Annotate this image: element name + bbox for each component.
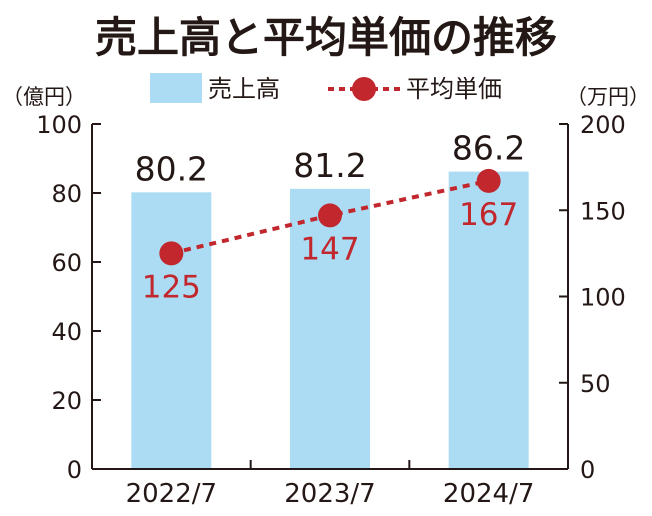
line-value-label: 147 [300,231,359,267]
right-tick-label: 0 [580,456,595,484]
left-tick-label: 20 [51,387,82,415]
bar-value-label: 80.2 [135,149,208,188]
x-tick-label: 2022/7 [126,479,217,509]
left-tick-label: 100 [36,111,82,139]
line-series-avg-price [170,178,490,256]
legend-line-marker [352,77,376,101]
line-value-label: 125 [142,269,201,305]
bar-2023/7 [290,188,370,470]
chart-title: 売上高と平均単価の推移 [95,13,557,62]
left-tick-label: 40 [51,318,82,346]
right-tick-label: 200 [580,111,626,139]
x-tick-label: 2023/7 [284,479,375,509]
line-point-2022/7 [159,241,184,266]
plot-area: 0 20 40 60 80 100 0 50 100 150 200 2022/7 2023/7 2024… [36,111,626,509]
bar-value-label: 81.2 [293,146,366,185]
bar-value-label: 86.2 [452,129,525,168]
line-point-2024/7 [476,168,501,193]
bar-2024/7 [448,171,529,470]
bar-2022/7 [131,192,212,469]
right-tick-label: 100 [580,284,626,312]
legend-line-label: 平均単価 [406,75,502,103]
legend-bar-swatch [150,73,202,103]
left-tick-label: 0 [67,456,82,484]
right-axis-unit: （万円） [566,85,650,109]
left-tick-label: 60 [51,249,82,277]
legend-bar-label: 売上高 [208,75,280,103]
left-axis-unit: （億円） [2,85,86,109]
line-value-label: 167 [459,197,518,233]
legend: 売上高 平均単価 [150,73,502,103]
x-tick-label: 2024/7 [443,479,534,509]
right-tick-label: 50 [580,370,611,398]
right-tick-label: 150 [580,197,626,225]
left-tick-label: 80 [51,180,82,208]
line-point-2023/7 [318,203,342,228]
